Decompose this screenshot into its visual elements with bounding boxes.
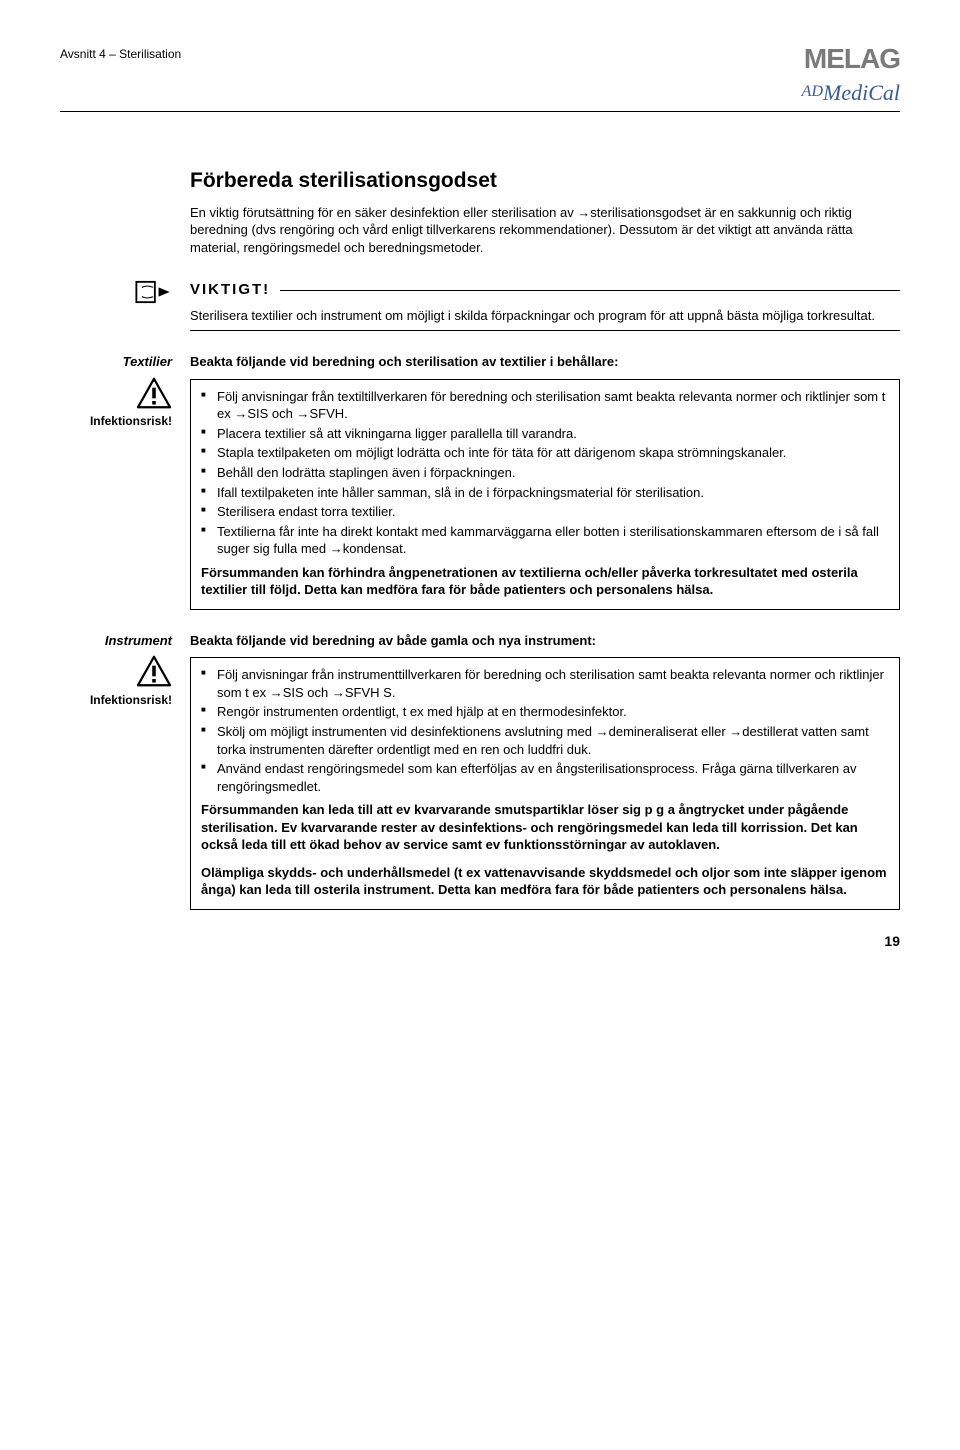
logo-medical: ADMediCal: [802, 78, 900, 108]
textilier-section: Textilier Infektionsrisk! Beakta följand…: [60, 353, 900, 610]
warning-icon: [136, 377, 172, 409]
viktigt-text: Sterilisera textilier och instrument om …: [190, 307, 900, 325]
logos: MELAG ADMediCal: [802, 40, 900, 107]
list-item: Följ anvisningar från instrumenttillverk…: [201, 666, 889, 701]
textilier-risk-label: Infektionsrisk!: [60, 413, 172, 429]
viktigt-rule-top: [280, 290, 900, 291]
logo-medical-main: MediCal: [823, 80, 900, 105]
list-item: Stapla textilpaketen om möjligt lodrätta…: [201, 444, 889, 462]
logo-melag: MELAG: [802, 40, 900, 78]
page-number: 19: [60, 932, 900, 951]
list-item: Ifall textilpaketen inte håller samman, …: [201, 484, 889, 502]
list-item: Använd endast rengöringsmedel som kan ef…: [201, 760, 889, 795]
instrument-section: Instrument Infektionsrisk! Beakta följan…: [60, 632, 900, 910]
pointer-icon-col: [60, 280, 190, 331]
viktigt-rule-bottom: [190, 330, 900, 331]
instrument-risk-label: Infektionsrisk!: [60, 692, 172, 708]
textilier-label: Textilier: [60, 353, 172, 371]
textilier-footer: Försummanden kan förhindra ångpenetratio…: [201, 564, 889, 599]
list-item: Behåll den lodrätta staplingen även i fö…: [201, 464, 889, 482]
instrument-label: Instrument: [60, 632, 172, 650]
list-item: Rengör instrumenten ordentligt, t ex med…: [201, 703, 889, 721]
instrument-footer-1: Försummanden kan leda till att ev kvarva…: [201, 801, 889, 854]
viktigt-section: VIKTIGT! Sterilisera textilier och instr…: [60, 280, 900, 331]
list-item: Textilierna får inte ha direkt kontakt m…: [201, 523, 889, 558]
textilier-list: Följ anvisningar från textiltillverkaren…: [201, 388, 889, 558]
instrument-box: Följ anvisningar från instrumenttillverk…: [190, 657, 900, 910]
list-item: Följ anvisningar från textiltillverkaren…: [201, 388, 889, 423]
pointer-icon: [134, 280, 172, 304]
instrument-list: Följ anvisningar från instrumenttillverk…: [201, 666, 889, 795]
viktigt-content: VIKTIGT! Sterilisera textilier och instr…: [190, 280, 900, 331]
warning-icon: [136, 655, 172, 687]
logo-medical-prefix: AD: [802, 83, 823, 100]
list-item: Placera textilier så att vikningarna lig…: [201, 425, 889, 443]
viktigt-label: VIKTIGT!: [190, 280, 280, 300]
textilier-box: Följ anvisningar från textiltillverkaren…: [190, 379, 900, 610]
intro-paragraph: En viktig förutsättning för en säker des…: [190, 204, 900, 257]
instrument-side: Instrument Infektionsrisk!: [60, 632, 190, 910]
instrument-content: Beakta följande vid beredning av både ga…: [190, 632, 900, 910]
instrument-footer-2: Olämpliga skydds- och underhållsmedel (t…: [201, 864, 889, 899]
instrument-heading: Beakta följande vid beredning av både ga…: [190, 632, 900, 650]
page-header: Avsnitt 4 – Sterilisation MELAG ADMediCa…: [60, 40, 900, 112]
section-label: Avsnitt 4 – Sterilisation: [60, 40, 181, 62]
list-item: Sterilisera endast torra textilier.: [201, 503, 889, 521]
page-title: Förbereda sterilisationsgodset: [190, 167, 900, 195]
textilier-side: Textilier Infektionsrisk!: [60, 353, 190, 610]
textilier-heading: Beakta följande vid beredning och steril…: [190, 353, 900, 371]
textilier-content: Beakta följande vid beredning och steril…: [190, 353, 900, 610]
list-item: Skölj om möjligt instrumenten vid desinf…: [201, 723, 889, 758]
